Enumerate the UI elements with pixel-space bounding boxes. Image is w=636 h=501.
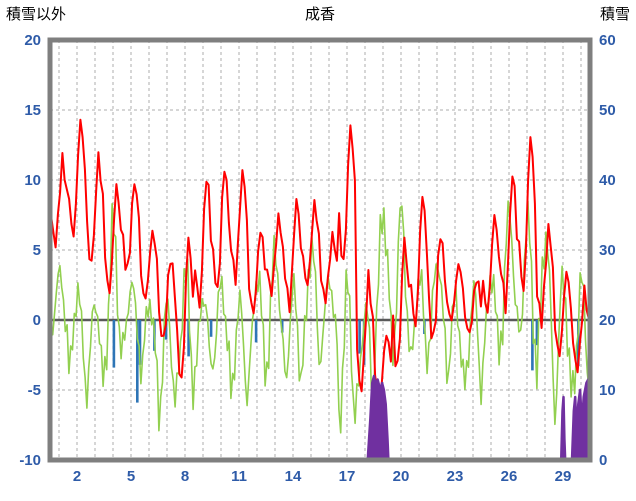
x-tick-label: 23 [447, 468, 464, 485]
left-axis-title: 積雪以外 [6, 6, 67, 23]
precip-bar [187, 320, 190, 357]
left-tick-label: -5 [28, 382, 41, 399]
x-tick-label: 2 [73, 468, 81, 485]
left-tick-label: 20 [24, 32, 41, 49]
right-tick-label: 20 [599, 312, 616, 329]
precip-bar [358, 320, 361, 354]
x-tick-label: 8 [181, 468, 189, 485]
right-tick-label: 60 [599, 32, 616, 49]
snow-depth-area [559, 395, 567, 460]
left-tick-label: 5 [33, 242, 41, 259]
right-axis-title: 積雪 [599, 6, 630, 23]
x-tick-label: 29 [555, 468, 572, 485]
green-line [50, 200, 590, 434]
precip-bar [531, 320, 534, 371]
precip-bar [535, 320, 539, 346]
x-tick-label: 26 [501, 468, 518, 485]
x-tick-label: 14 [285, 468, 302, 485]
precip-bar [577, 320, 580, 367]
precip-bar [138, 320, 142, 365]
right-tick-label: 40 [599, 172, 616, 189]
precip-bar [280, 320, 284, 333]
left-tick-label: 0 [33, 312, 41, 329]
precip-bar [136, 320, 139, 403]
right-tick-label: 0 [599, 452, 607, 469]
snow-depth-area [366, 374, 390, 460]
right-tick-label: 10 [599, 382, 616, 399]
precip-bar [164, 320, 168, 340]
left-tick-label: 10 [24, 172, 41, 189]
left-tick-label: 15 [24, 102, 41, 119]
red-line [50, 118, 590, 397]
left-tick-label: -10 [19, 452, 41, 469]
precip-bar [209, 320, 213, 337]
right-tick-label: 50 [599, 102, 616, 119]
precip-bar [112, 320, 116, 368]
x-tick-label: 20 [393, 468, 410, 485]
chart-title: 成香 [304, 6, 335, 23]
plot-frame [47, 37, 593, 463]
x-tick-label: 17 [339, 468, 356, 485]
right-tick-label: 30 [599, 242, 616, 259]
series-group [50, 118, 590, 460]
snow-depth-area [570, 374, 590, 460]
x-tick-label: 5 [127, 468, 135, 485]
x-tick-label: 11 [231, 468, 247, 485]
precip-bar [254, 320, 258, 343]
